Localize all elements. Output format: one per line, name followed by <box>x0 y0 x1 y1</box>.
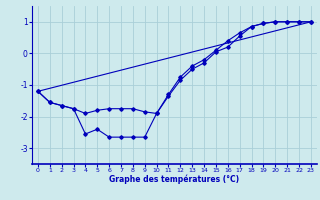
X-axis label: Graphe des températures (°C): Graphe des températures (°C) <box>109 175 239 184</box>
